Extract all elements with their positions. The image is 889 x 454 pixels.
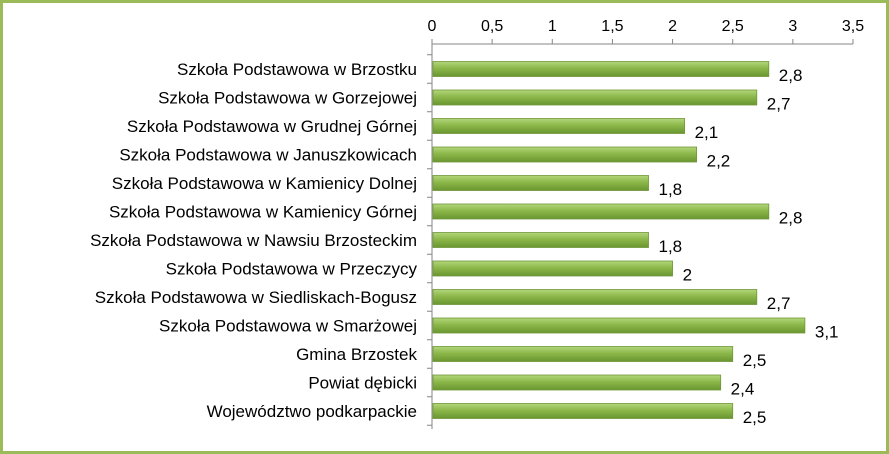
bar (432, 89, 758, 106)
bar (432, 403, 734, 419)
category-label: Szkoła Podstawowa w Gorzejowej (158, 89, 417, 108)
bar (432, 203, 770, 220)
category-label: Szkoła Podstawowa w Siedliskach-Bogusz (95, 288, 417, 307)
category-label: Powiat dębicki (308, 374, 417, 393)
data-label: 2,4 (731, 380, 755, 399)
data-label: 2,5 (743, 351, 767, 370)
data-label: 2,8 (779, 66, 803, 85)
bar (432, 317, 806, 334)
category-label: Szkoła Podstawowa w Brzostku (177, 60, 417, 79)
bar (432, 118, 686, 134)
value-tick-label: 2 (668, 18, 677, 35)
bar (432, 260, 673, 277)
category-label: Szkoła Podstawowa w Nawsiu Brzosteckim (90, 231, 417, 250)
category-label: Gmina Brzostek (296, 345, 417, 364)
labels-layer: Szkoła Podstawowa w Brzostku 2,8 Szkoła Po… (90, 60, 838, 427)
bar-chart: 0 0,5 1 1,5 2 2,5 3 3,5 Szkoła Podstawowa w Brz… (90, 18, 864, 429)
category-label: Województwo podkarpackie (207, 402, 417, 421)
bar (432, 175, 649, 191)
value-tick-label: 3,5 (842, 18, 864, 35)
category-label: Szkoła Podstawowa w Kamienicy Górnej (109, 203, 417, 222)
bar (432, 374, 722, 391)
axis-layer: 0 0,5 1 1,5 2 2,5 3 3,5 (427, 18, 864, 429)
data-label: 2,7 (767, 294, 791, 313)
value-tick-label: 3 (788, 18, 797, 35)
category-label: Szkoła Podstawowa w Grudnej Górnej (127, 117, 417, 136)
data-label: 2,5 (743, 408, 767, 427)
bar (432, 146, 698, 163)
value-tick-label: 1 (548, 18, 557, 35)
data-label: 2,8 (779, 209, 803, 228)
data-label: 1,8 (659, 237, 683, 256)
value-tick-label: 2,5 (722, 18, 744, 35)
value-tick-label: 1,5 (601, 18, 623, 35)
bar (432, 289, 758, 305)
value-tick-label: 0,5 (481, 18, 503, 35)
data-label: 2,1 (695, 123, 719, 142)
category-label: Szkoła Podstawowa w Przeczycy (166, 260, 418, 279)
bar (432, 232, 649, 248)
data-label: 2,2 (707, 152, 731, 171)
category-label: Szkoła Podstawowa w Smarżowej (159, 317, 417, 336)
data-label: 2,7 (767, 95, 791, 114)
category-label: Szkoła Podstawowa w Januszkowicach (119, 146, 417, 165)
data-label: 2 (683, 266, 692, 285)
category-label: Szkoła Podstawowa w Kamienicy Dolnej (112, 174, 417, 193)
bar (432, 61, 770, 77)
bars-layer (432, 61, 806, 419)
bar (432, 346, 734, 362)
data-label: 3,1 (815, 323, 839, 342)
value-tick-label: 0 (428, 18, 437, 35)
data-label: 1,8 (659, 180, 683, 199)
